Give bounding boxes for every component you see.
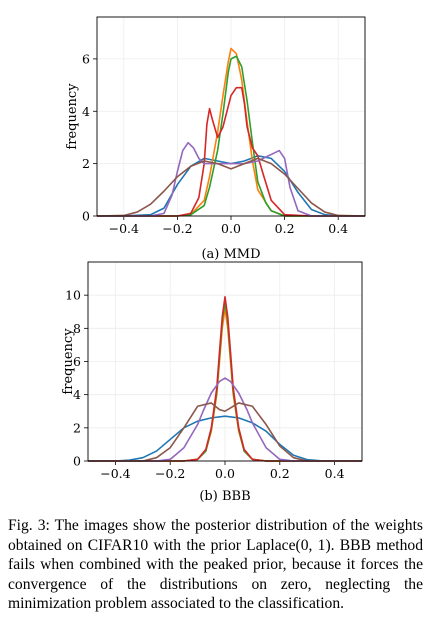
y-axis-label: frequency (61, 328, 76, 395)
x-tick-label: 0.0 (221, 221, 241, 236)
x-tick-label: −0.2 (162, 221, 192, 236)
series-line-4 (88, 377, 362, 462)
series-line-0 (88, 415, 362, 462)
x-tick-label: 0.2 (270, 466, 290, 481)
axes-frame (96, 16, 366, 217)
subfigure-caption: (b) BBB (199, 489, 250, 504)
x-tick-label: −0.2 (155, 466, 185, 481)
chart-panel-0: −0.4 −0.2 0.0 0.2 0.4 0 2 4 6 frequency (a) MMD (65, 16, 366, 262)
x-tick-label: 0.2 (275, 221, 295, 236)
y-tick-label: 2 (73, 420, 81, 435)
x-tick-label: −0.4 (109, 221, 139, 236)
y-tick-label: 4 (73, 387, 81, 402)
y-tick-label: 6 (82, 51, 90, 66)
x-tick-label: 0.0 (215, 466, 235, 481)
y-tick-label: 8 (73, 321, 81, 336)
figure-caption: Fig. 3: The images show the posterior di… (8, 517, 423, 613)
x-tick-label: 0.4 (325, 466, 345, 481)
y-axis-label: frequency (65, 83, 80, 150)
subfigure-caption: (a) MMD (201, 247, 260, 262)
y-tick-label: 2 (82, 156, 90, 171)
series-line-0 (97, 154, 365, 217)
y-tick-label: 4 (82, 104, 90, 119)
series-line-3 (88, 296, 362, 462)
chart-panel-1: −0.4 −0.2 0.0 0.2 0.4 0 2 4 6 8 10 frequency (b) BBB (61, 261, 363, 504)
series-line-2 (97, 55, 365, 217)
y-tick-label: 0 (73, 454, 81, 469)
y-tick-label: 10 (65, 288, 81, 303)
y-tick-label: 0 (82, 209, 90, 224)
y-tick-label: 6 (73, 354, 81, 369)
series-line-5 (96, 157, 366, 217)
x-tick-label: −0.4 (100, 466, 130, 481)
x-tick-label: 0.4 (328, 221, 348, 236)
axes-frame (87, 261, 363, 462)
series-line-5 (88, 402, 362, 462)
series-line-3 (97, 86, 365, 217)
